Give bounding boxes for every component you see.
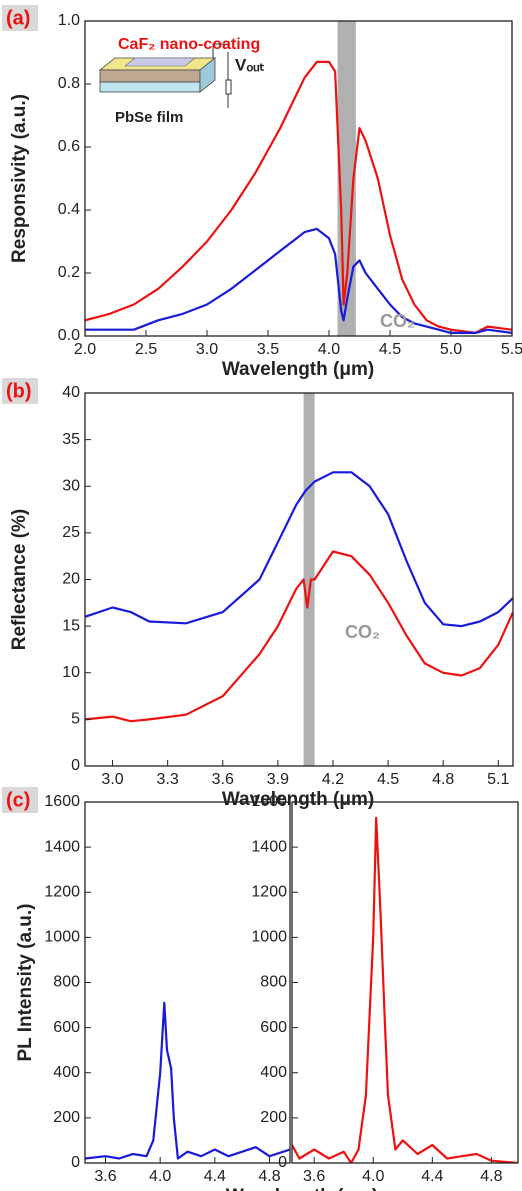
plot-frame: [84, 801, 291, 1164]
y-tick-label: 0.6: [58, 138, 80, 155]
annotation: CaF₂ nano-coating: [118, 36, 260, 53]
panel-label-bg: [2, 378, 38, 404]
y-tick-label: 10: [62, 664, 80, 681]
x-tick-label: 4.8: [432, 771, 454, 788]
x-tick-label: 4.8: [258, 1168, 280, 1185]
y-tick-label: 1000: [251, 929, 287, 946]
y-tick-label: 1400: [251, 838, 287, 855]
y-axis-label: PL Intensity (a.u.): [15, 903, 36, 1061]
x-tick-label: 2.0: [74, 341, 96, 358]
y-tick-label: 0: [71, 757, 80, 774]
data-line: [85, 60, 512, 334]
x-tick-label: 5.5: [501, 341, 522, 358]
annotation: CO₂: [380, 311, 415, 331]
panel-label-bg: [2, 5, 38, 31]
y-tick-label: 0.2: [58, 264, 80, 281]
x-axis-label: Wavelength (μm): [226, 1186, 378, 1191]
y-tick-label: 200: [53, 1109, 80, 1126]
x-tick-label: 4.4: [421, 1168, 443, 1185]
y-tick-label: 1600: [44, 793, 80, 810]
panel-label: (a): [6, 7, 30, 29]
plot-frame: [84, 392, 514, 767]
y-tick-label: 35: [62, 431, 80, 448]
annotation: PbSe film: [115, 109, 183, 126]
x-axis-label: Wavelength (μm): [222, 359, 374, 380]
y-tick-label: 200: [260, 1109, 287, 1126]
x-tick-label: 5.0: [440, 341, 462, 358]
y-axis-label: Reflectance (%): [9, 509, 30, 651]
plot-frame: [84, 20, 513, 337]
x-tick-label: 4.8: [480, 1168, 502, 1185]
y-tick-label: 20: [62, 571, 80, 588]
x-tick-label: 4.0: [362, 1168, 384, 1185]
x-tick-label: 4.4: [204, 1168, 226, 1185]
data-line: [292, 816, 518, 1163]
y-tick-label: 1600: [251, 793, 287, 810]
x-tick-label: 3.0: [101, 771, 123, 788]
y-tick-label: 0: [71, 1154, 80, 1171]
x-tick-label: 3.0: [196, 341, 218, 358]
annotation: Vₒᵤₜ: [235, 55, 265, 74]
x-tick-label: 4.0: [318, 341, 340, 358]
y-tick-label: 0.8: [58, 75, 80, 92]
panel-label: (c): [6, 789, 30, 811]
y-tick-label: 1.0: [58, 12, 80, 29]
y-tick-label: 25: [62, 524, 80, 541]
y-axis-label: Responsivity (a.u.): [9, 94, 30, 263]
data-line: [85, 550, 513, 723]
y-tick-label: 600: [53, 1019, 80, 1036]
x-tick-label: 3.5: [257, 341, 279, 358]
x-tick-label: 4.5: [377, 771, 399, 788]
annotation: CO₂: [345, 622, 380, 642]
y-tick-label: 1200: [251, 883, 287, 900]
data-line: [85, 1001, 290, 1160]
x-tick-label: 4.5: [379, 341, 401, 358]
x-tick-label: 4.0: [149, 1168, 171, 1185]
y-tick-label: 400: [53, 1064, 80, 1081]
y-tick-label: 600: [260, 1019, 287, 1036]
x-tick-label: 3.3: [157, 771, 179, 788]
x-tick-label: 3.6: [212, 771, 234, 788]
y-tick-label: 0.4: [58, 201, 80, 218]
y-tick-label: 40: [62, 384, 80, 401]
x-axis-label: Wavelength (μm): [222, 789, 374, 810]
y-tick-label: 400: [260, 1064, 287, 1081]
inset-device: [98, 43, 232, 108]
x-tick-label: 2.5: [135, 341, 157, 358]
y-tick-label: 30: [62, 477, 80, 494]
plot-frame: [291, 801, 519, 1164]
x-tick-label: 5.1: [487, 771, 509, 788]
y-tick-label: 1200: [44, 883, 80, 900]
y-tick-label: 15: [62, 617, 80, 634]
y-tick-label: 0: [278, 1154, 287, 1171]
y-tick-label: 1000: [44, 929, 80, 946]
x-tick-label: 4.2: [322, 771, 344, 788]
data-line: [85, 471, 513, 628]
panel-label: (b): [6, 380, 32, 402]
y-tick-label: 800: [260, 974, 287, 991]
x-tick-label: 3.6: [94, 1168, 116, 1185]
y-tick-label: 5: [71, 711, 80, 728]
y-tick-label: 0.0: [58, 327, 80, 344]
y-tick-label: 1400: [44, 838, 80, 855]
x-tick-label: 3.6: [303, 1168, 325, 1185]
shaded-band: [303, 393, 315, 766]
panel-label-bg: [2, 787, 38, 813]
x-tick-label: 3.9: [267, 771, 289, 788]
y-tick-label: 800: [53, 974, 80, 991]
data-line: [85, 227, 512, 334]
